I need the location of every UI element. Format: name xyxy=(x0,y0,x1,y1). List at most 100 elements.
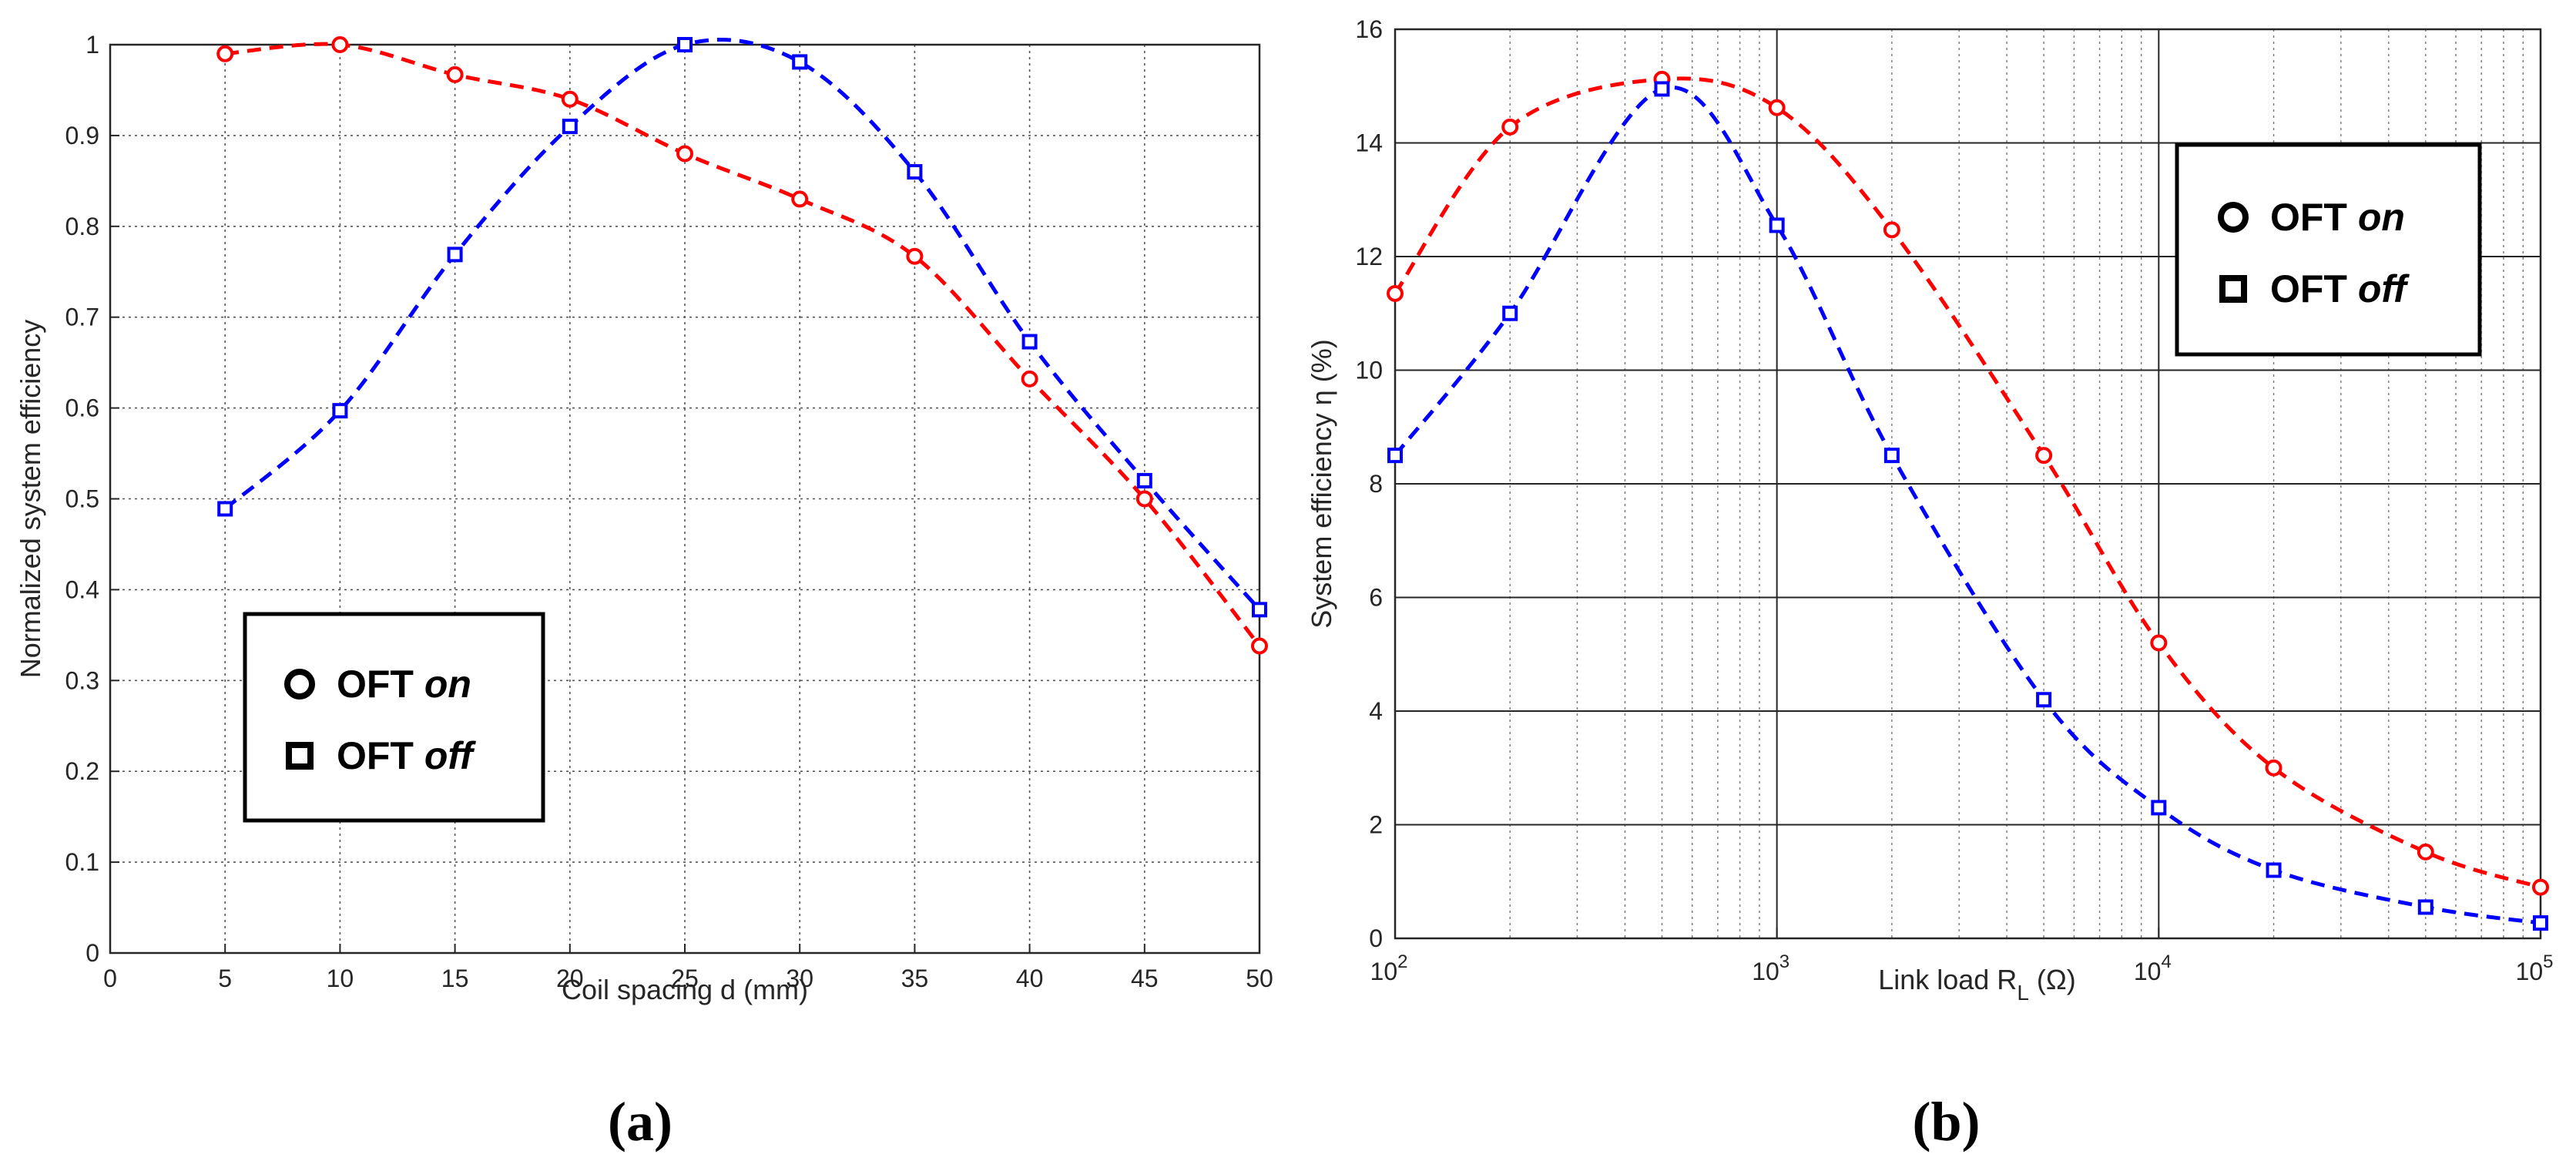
b-legend-marker-1 xyxy=(2218,202,2249,233)
b-series-2-point-7 xyxy=(2151,800,2167,816)
a-series-1-point-6 xyxy=(791,190,809,208)
a-series-1-point-5 xyxy=(676,145,693,163)
b-x-tick-exponent-3: 5 xyxy=(2543,951,2553,972)
b-x-tick-base-0: 10 xyxy=(1370,958,1398,985)
a-legend-marker-1 xyxy=(284,669,315,700)
a-series-2-point-6 xyxy=(792,54,808,70)
a-series-2-point-10 xyxy=(1252,602,1267,618)
a-legend-label-2: OFT off xyxy=(337,734,476,777)
a-series-2-point-5 xyxy=(677,37,693,52)
b-legend-box xyxy=(2175,143,2482,357)
b-grid xyxy=(1395,29,2541,938)
b-series-1-point-2 xyxy=(1501,118,1519,136)
a-y-tick-label-8: 0.8 xyxy=(65,213,99,240)
a-series-2-point-3 xyxy=(447,247,463,263)
a-legend-box xyxy=(243,612,545,823)
a-y-tick-label-2: 0.2 xyxy=(65,757,99,785)
a-series-2-point-2 xyxy=(332,403,348,419)
b-series-line-1 xyxy=(1393,76,2541,890)
a-legend-label-2-italic: off xyxy=(424,734,476,777)
b-x-axis-label: Link load RL (Ω) xyxy=(1878,964,2076,1005)
b-series-1-point-7 xyxy=(2150,634,2168,652)
a-x-tick-label-5: 25 xyxy=(671,965,699,992)
b-x-axis-label-main: Link load R xyxy=(1878,964,2017,995)
a-series-1-point-1 xyxy=(216,45,234,62)
a-series-1-point-3 xyxy=(446,65,464,83)
b-x-tick-label-2: 104 xyxy=(2134,951,2172,985)
b-x-tick-label-3: 105 xyxy=(2516,951,2554,985)
a-y-tick-label-10: 1 xyxy=(86,31,99,59)
b-x-tick-base-3: 10 xyxy=(2516,958,2544,985)
a-x-tick-label-7: 35 xyxy=(901,965,929,992)
a-series-1-point-4 xyxy=(561,90,579,108)
a-series-line-1 xyxy=(225,42,1261,648)
a-x-tick-label-10: 50 xyxy=(1246,965,1273,992)
a-y-tick-label-9: 0.9 xyxy=(65,122,99,149)
a-series-1-point-2 xyxy=(331,36,349,53)
a-x-tick-label-4: 20 xyxy=(556,965,584,992)
b-x-tick-label-0: 102 xyxy=(1370,951,1408,985)
a-x-tick-label-6: 30 xyxy=(786,965,813,992)
b-y-tick-label-0: 0 xyxy=(1369,924,1383,952)
b-y-tick-label-4: 8 xyxy=(1369,470,1383,498)
b-y-tick-label-8: 16 xyxy=(1355,15,1383,43)
b-legend-label-2: OFT off xyxy=(2270,267,2410,310)
b-series-2-point-4 xyxy=(1769,217,1785,233)
a-caption: (a) xyxy=(608,1091,673,1153)
a-x-tick-label-1: 5 xyxy=(218,965,232,992)
b-x-axis-label-sub: L xyxy=(2017,981,2029,1005)
b-x-tick-base-2: 10 xyxy=(2134,958,2162,985)
a-series-1-point-9 xyxy=(1135,490,1153,508)
a-series-line-2 xyxy=(223,37,1261,612)
b-series-1-point-8 xyxy=(2265,759,2283,777)
a-legend-marker-2 xyxy=(286,742,314,770)
b-legend-label-1-main: OFT xyxy=(2270,196,2358,239)
a-series-2-point-7 xyxy=(907,164,923,180)
a-legend-label-1-main: OFT xyxy=(337,663,424,706)
a-y-axis-label: Normalized system efficiency xyxy=(15,320,46,679)
b-legend-label-2-main: OFT xyxy=(2270,267,2358,310)
a-legend-label-1-italic: on xyxy=(424,663,471,706)
b-series-1-point-9 xyxy=(2417,843,2434,861)
a-x-tick-label-3: 15 xyxy=(441,965,469,992)
a-y-tick-label-7: 0.7 xyxy=(65,304,99,331)
b-series-1-point-1 xyxy=(1387,284,1404,302)
a-y-tick-label-5: 0.5 xyxy=(65,485,99,513)
b-series-1-point-6 xyxy=(2035,447,2053,465)
b-legend-label-1: OFT on xyxy=(2270,196,2405,239)
chart-a: 0 5 10 15 20 25 30 35 40 45 50 0 0.1 0.2 0.3 0.4 0.5 0.6 0… xyxy=(15,31,1273,1153)
b-series-2-point-3 xyxy=(1654,81,1670,97)
a-x-tick-label-0: 0 xyxy=(103,965,117,992)
b-y-tick-label-5: 10 xyxy=(1355,357,1383,384)
b-series-2-point-6 xyxy=(2036,692,2052,708)
a-x-tick-label-2: 10 xyxy=(327,965,354,992)
a-x-tick-label-8: 40 xyxy=(1016,965,1044,992)
a-series-2-point-4 xyxy=(562,119,578,135)
a-legend-label-2-main: OFT xyxy=(337,734,424,777)
b-series-2-point-5 xyxy=(1883,448,1900,464)
b-y-tick-label-3: 6 xyxy=(1369,584,1383,612)
a-y-tick-label-6: 0.6 xyxy=(65,394,99,422)
b-series-2-point-1 xyxy=(1387,448,1403,464)
b-series-1-point-4 xyxy=(1768,99,1786,116)
a-legend-label-1: OFT on xyxy=(337,663,471,706)
a-y-tick-label-1: 0.1 xyxy=(65,848,99,876)
a-y-tick-label-3: 0.3 xyxy=(65,666,99,694)
b-series-2-point-10 xyxy=(2533,915,2548,931)
b-legend-marker-2 xyxy=(2219,275,2247,303)
b-y-tick-label-2: 4 xyxy=(1369,697,1383,725)
b-series-2-point-8 xyxy=(2266,862,2282,878)
b-series-2-point-9 xyxy=(2417,899,2433,915)
b-series-line-2 xyxy=(1394,85,2541,925)
b-series-1-point-10 xyxy=(2532,878,2549,896)
a-series-1-point-10 xyxy=(1251,637,1268,655)
b-x-tick-base-1: 10 xyxy=(1752,958,1779,985)
b-x-tick-exponent-0: 2 xyxy=(1397,951,1407,972)
b-x-axis-label-tail: (Ω) xyxy=(2029,964,2076,995)
a-series-1-point-8 xyxy=(1021,370,1038,388)
b-legend-label-2-italic: off xyxy=(2358,267,2410,310)
b-x-tick-exponent-2: 4 xyxy=(2161,951,2171,972)
